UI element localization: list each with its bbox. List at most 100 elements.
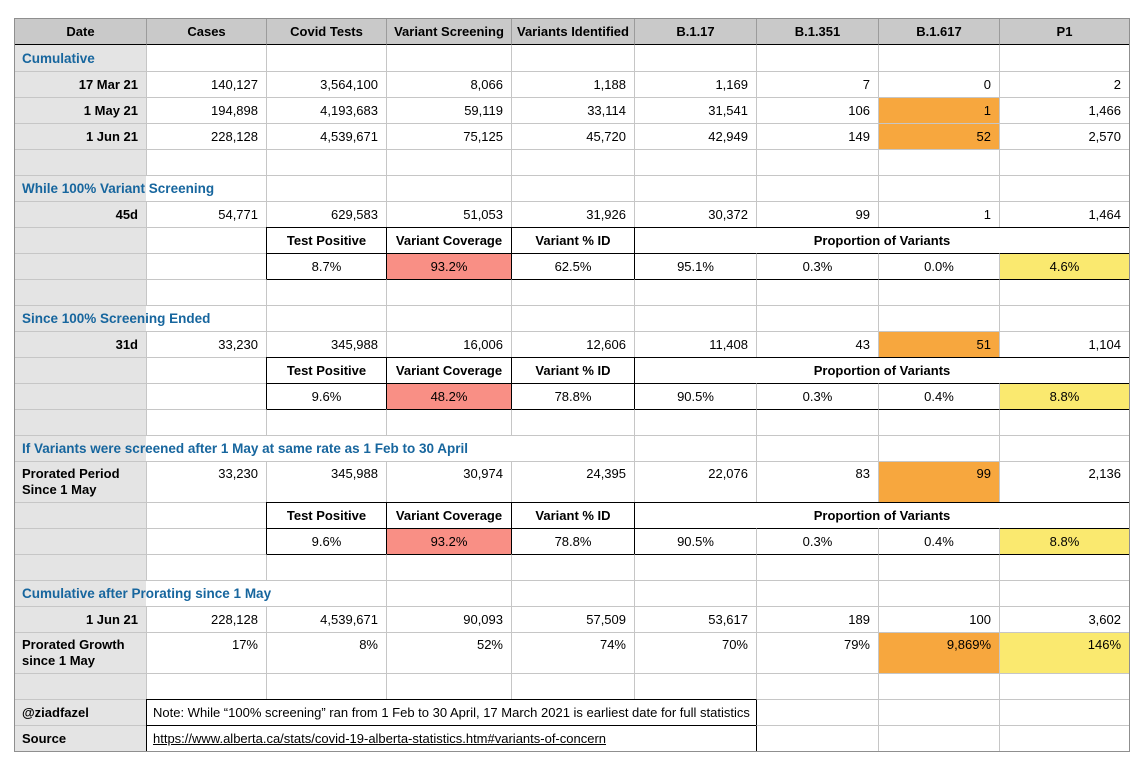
section-title-row-cumulative: Cumulative [15,45,1129,71]
percent-row-while100: 8.7% 93.2% 62.5% 95.1% 0.3% 0.0% 4.6% [15,253,1129,279]
cell-b1617-pct: 0.4% [878,383,999,409]
subheader-variant-id: Variant % ID [511,227,634,253]
cell-empty [386,305,511,331]
cell-empty [511,45,634,71]
cell-empty [146,45,266,71]
cell-empty [634,149,756,175]
cell-empty [878,673,999,699]
cell-b1617-pct: 0.0% [878,253,999,279]
header-row: Date Cases Covid Tests Variant Screening… [15,19,1129,45]
cell-empty [146,279,266,305]
section-title-row-since: Since 100% Screening Ended [15,305,1129,331]
section-title-cumulative-prorated: Cumulative after Prorating since 1 May [15,580,271,606]
cell-empty [15,227,146,253]
cell-cases: 194,898 [146,97,266,123]
subheader-test-positive: Test Positive [266,227,386,253]
cell-empty [146,673,266,699]
cell-empty [756,279,878,305]
section-title-text: Since 100% Screening Ended [22,311,211,326]
cell-empty [878,45,999,71]
cell-b117-pct: 90.5% [634,383,756,409]
cell-variants-identified: 1,188 [511,71,634,97]
cell-empty [999,725,1129,751]
cell-empty [15,502,146,528]
cell-variants-identified: 57,509 [511,606,634,632]
cell-variant-id-pct: 78.8% [511,528,634,554]
cell-b1617: 1 [878,201,999,227]
cell-empty [146,580,266,606]
cell-empty [634,175,756,201]
cell-empty [999,435,1129,461]
cell-variants-identified: 12,606 [511,331,634,357]
cell-b1351: 43 [756,331,878,357]
cell-empty [878,279,999,305]
cell-empty [146,554,266,580]
cell-empty [511,673,634,699]
cell-variant-screening: 51,053 [386,201,511,227]
section-title-since: Since 100% Screening Ended [15,305,210,331]
cell-empty [999,279,1129,305]
table-row-1may: 1 May 21 194,898 4,193,683 59,119 33,114… [15,97,1129,123]
section-title-row-cumulative-prorated: Cumulative after Prorating since 1 May [15,580,1129,606]
cell-empty [15,528,146,554]
cell-empty [266,175,386,201]
cell-b1617: 0 [878,71,999,97]
cell-b117: 30,372 [634,201,756,227]
spacer-row [15,673,1129,699]
author-handle: @ziadfazel [15,699,146,725]
spacer-row [15,409,1129,435]
cell-empty [634,409,756,435]
source-link[interactable]: https://www.alberta.ca/stats/covid-19-al… [153,731,607,746]
table-row-17mar: 17 Mar 21 140,127 3,564,100 8,066 1,188 … [15,71,1129,97]
cell-variant-coverage-pct-highlight: 48.2% [386,383,511,409]
section-title-row-while100: While 100% Variant Screening [15,175,1129,201]
column-header-date: Date [15,19,146,45]
cell-variant-screening: 8,066 [386,71,511,97]
table-row-1jun: 1 Jun 21 228,128 4,539,671 75,125 45,720… [15,123,1129,149]
cell-empty [756,409,878,435]
cell-cases: 33,230 [146,461,266,502]
subheader-variant-id: Variant % ID [511,502,634,528]
cell-date: 1 May 21 [15,97,146,123]
cell-empty [146,253,266,279]
cell-variant-screening: 52% [386,632,511,673]
cell-empty [511,435,634,461]
cell-variant-screening: 90,093 [386,606,511,632]
cell-empty [634,554,756,580]
section-title-prorated: If Variants were screened after 1 May at… [15,435,468,461]
table-row-prorated-period: Prorated Period Since 1 May 33,230 345,9… [15,461,1129,502]
cell-date: 45d [15,201,146,227]
table-row-45d: 45d 54,771 629,583 51,053 31,926 30,372 … [15,201,1129,227]
cell-empty [756,580,878,606]
spacer-row [15,279,1129,305]
cell-empty [146,528,266,554]
section-title-text: If Variants were screened after 1 May at… [22,441,468,456]
cell-variant-coverage-pct-highlight: 93.2% [386,253,511,279]
cell-b117: 31,541 [634,97,756,123]
column-header-covid-tests: Covid Tests [266,19,386,45]
cell-empty [756,725,878,751]
cell-empty [15,673,146,699]
cell-cases: 228,128 [146,123,266,149]
cell-b1351-pct: 0.3% [756,528,878,554]
cell-b117: 42,949 [634,123,756,149]
cell-variants-identified: 31,926 [511,201,634,227]
cell-variant-screening: 59,119 [386,97,511,123]
percent-row-since: 9.6% 48.2% 78.8% 90.5% 0.3% 0.4% 8.8% [15,383,1129,409]
cell-empty [266,554,386,580]
cell-p1-pct-highlight: 4.6% [999,253,1129,279]
subheader-proportion: Proportion of Variants [634,357,1129,383]
cell-b1617-highlight: 1 [878,97,999,123]
cell-empty [878,699,999,725]
column-header-b1351: B.1.351 [756,19,878,45]
cell-empty [15,409,146,435]
source-label: Source [15,725,146,751]
cell-empty [511,279,634,305]
cell-empty [878,725,999,751]
cell-b1617-highlight: 99 [878,461,999,502]
cell-variants-identified: 33,114 [511,97,634,123]
cell-empty [386,279,511,305]
cell-empty [756,149,878,175]
cell-test-positive-pct: 8.7% [266,253,386,279]
cell-empty [634,45,756,71]
